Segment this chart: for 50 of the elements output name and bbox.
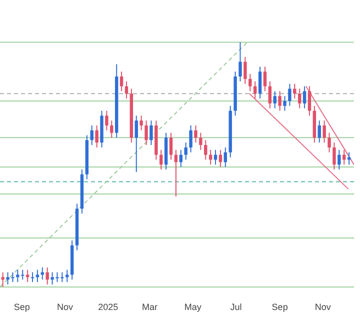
candlestick <box>140 115 143 131</box>
candlestick <box>238 42 242 82</box>
candlestick <box>204 140 208 160</box>
candlestick <box>120 71 124 92</box>
candlestick <box>189 124 192 153</box>
candlestick <box>278 90 282 112</box>
candlestick <box>199 132 202 150</box>
candlestick <box>244 56 247 84</box>
candlestick <box>90 124 94 146</box>
candlestick <box>144 120 148 146</box>
candlestick <box>150 120 153 146</box>
x-tick-label: Mar <box>142 302 158 312</box>
candlestick <box>95 124 98 148</box>
candlestick <box>30 272 34 283</box>
candlestick <box>293 83 296 100</box>
candlestick <box>258 66 262 100</box>
candlestick <box>105 110 108 131</box>
candlestick <box>46 266 49 286</box>
candlestick <box>318 120 321 144</box>
candlestick <box>224 146 228 168</box>
candlestick <box>194 124 198 144</box>
candlestick <box>159 149 163 170</box>
candlestick <box>308 86 312 116</box>
candlestick <box>332 142 336 170</box>
candlestick <box>263 66 267 92</box>
candlestick <box>288 83 292 106</box>
candlestick <box>1 272 4 288</box>
candlestick <box>322 120 326 144</box>
candlestick <box>66 269 69 283</box>
x-tick-label: Nov <box>314 302 332 312</box>
candlestick <box>248 74 252 92</box>
candlestick <box>26 269 30 283</box>
candlestick <box>134 115 138 172</box>
x-tick-label: May <box>184 302 202 312</box>
candlestick <box>338 149 341 170</box>
candlestick <box>110 120 114 138</box>
x-tick-label: Nov <box>57 302 74 312</box>
x-tick-label: Sep <box>272 302 288 312</box>
candlestick <box>36 269 40 283</box>
candlestick <box>268 80 272 109</box>
candlestick <box>302 86 306 109</box>
candlestick <box>169 132 173 160</box>
x-tick-label: 2025 <box>98 302 118 312</box>
candlestick <box>328 132 331 153</box>
candlestick <box>283 96 286 112</box>
x-tick-label: Sep <box>14 302 30 312</box>
candlestick <box>273 90 276 109</box>
candlestick <box>184 142 188 160</box>
x-tick-label: Jul <box>230 302 242 312</box>
candlestick <box>298 88 302 109</box>
